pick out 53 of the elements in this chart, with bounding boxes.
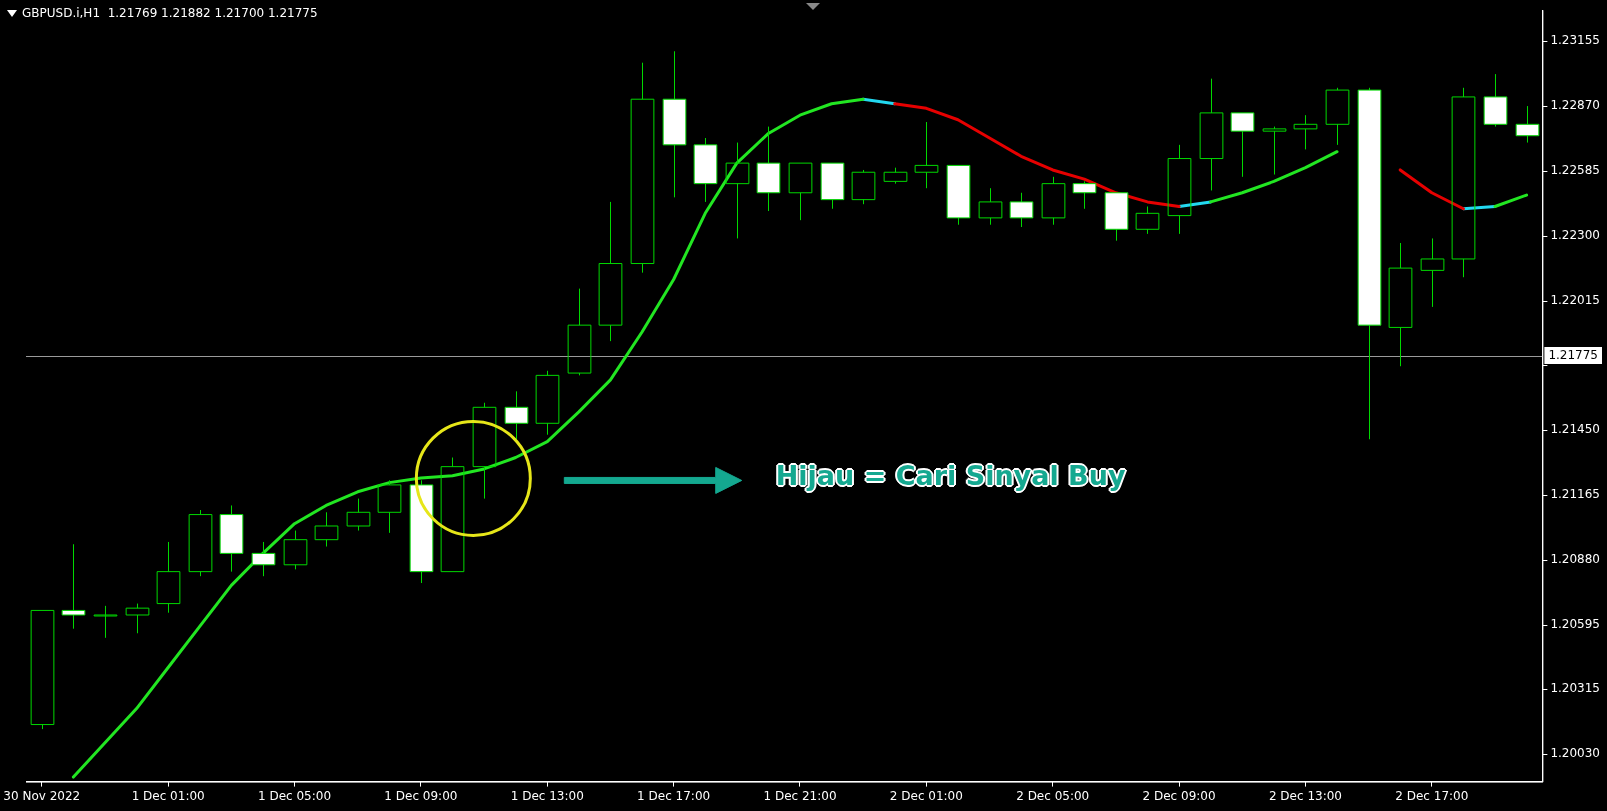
y-tick-label: 1.20880 xyxy=(1550,552,1600,567)
y-tick-label: 1.22015 xyxy=(1550,293,1600,308)
candlestick xyxy=(314,511,339,548)
y-tick-label: 1.20595 xyxy=(1550,617,1600,632)
x-tick-label: 2 Dec 17:00 xyxy=(1395,788,1469,803)
x-tick-label: 30 Nov 2022 xyxy=(3,788,81,803)
candlestick xyxy=(1167,144,1192,235)
candlestick xyxy=(156,541,181,614)
y-tick-label: 1.20315 xyxy=(1550,681,1600,696)
candlestick xyxy=(93,605,118,639)
x-tick-label: 2 Dec 09:00 xyxy=(1142,788,1216,803)
candlestick xyxy=(1388,242,1413,367)
x-tick-label: 2 Dec 13:00 xyxy=(1268,788,1342,803)
chart-title: GBPUSD.i,H1 1.21769 1.21882 1.21700 1.21775 xyxy=(22,6,318,20)
candlestick xyxy=(1420,237,1445,308)
candlestick xyxy=(535,370,560,436)
candlestick xyxy=(1262,126,1287,176)
candlestick xyxy=(125,603,150,634)
y-tick-label: 1.22870 xyxy=(1550,98,1600,113)
candlestick xyxy=(1104,192,1129,242)
candlestick xyxy=(978,187,1003,226)
candlestick xyxy=(1357,87,1382,440)
candlestick xyxy=(472,402,497,500)
x-tick-label: 1 Dec 21:00 xyxy=(763,788,837,803)
annotation: Hijau = Cari Sinyal Buy xyxy=(775,460,1126,492)
candlestick xyxy=(219,504,244,573)
y-tick-label: 1.21165 xyxy=(1550,487,1600,502)
candlestick xyxy=(1451,87,1476,278)
x-tick-label: 2 Dec 01:00 xyxy=(889,788,963,803)
ref-line-label: 1.21775 xyxy=(1548,348,1598,363)
candlestick xyxy=(725,142,750,239)
candlestick xyxy=(914,121,939,189)
x-tick-label: 2 Dec 05:00 xyxy=(1016,788,1090,803)
x-tick-label: 1 Dec 05:00 xyxy=(257,788,332,803)
x-tick-label: 1 Dec 17:00 xyxy=(637,788,711,803)
x-tick-label: 1 Dec 01:00 xyxy=(131,788,205,803)
x-tick-label: 1 Dec 13:00 xyxy=(510,788,584,803)
y-tick-label: 1.20030 xyxy=(1550,746,1600,761)
candlestick xyxy=(598,201,623,342)
candlestick xyxy=(377,479,402,534)
y-tick-label: 1.22300 xyxy=(1550,228,1600,243)
candlestick xyxy=(346,498,371,532)
y-tick-label: 1.21450 xyxy=(1550,422,1600,437)
candlestick xyxy=(788,162,813,221)
candlestick xyxy=(1199,78,1224,191)
candlestick xyxy=(1293,114,1318,150)
candlestick xyxy=(630,62,655,274)
y-tick-label: 1.23155 xyxy=(1550,33,1600,48)
candlestick xyxy=(567,288,592,376)
y-tick-label: 1.22585 xyxy=(1550,163,1600,178)
candlestick xyxy=(1325,87,1350,146)
candlestick xyxy=(1135,205,1160,235)
x-tick-label: 1 Dec 09:00 xyxy=(384,788,458,803)
